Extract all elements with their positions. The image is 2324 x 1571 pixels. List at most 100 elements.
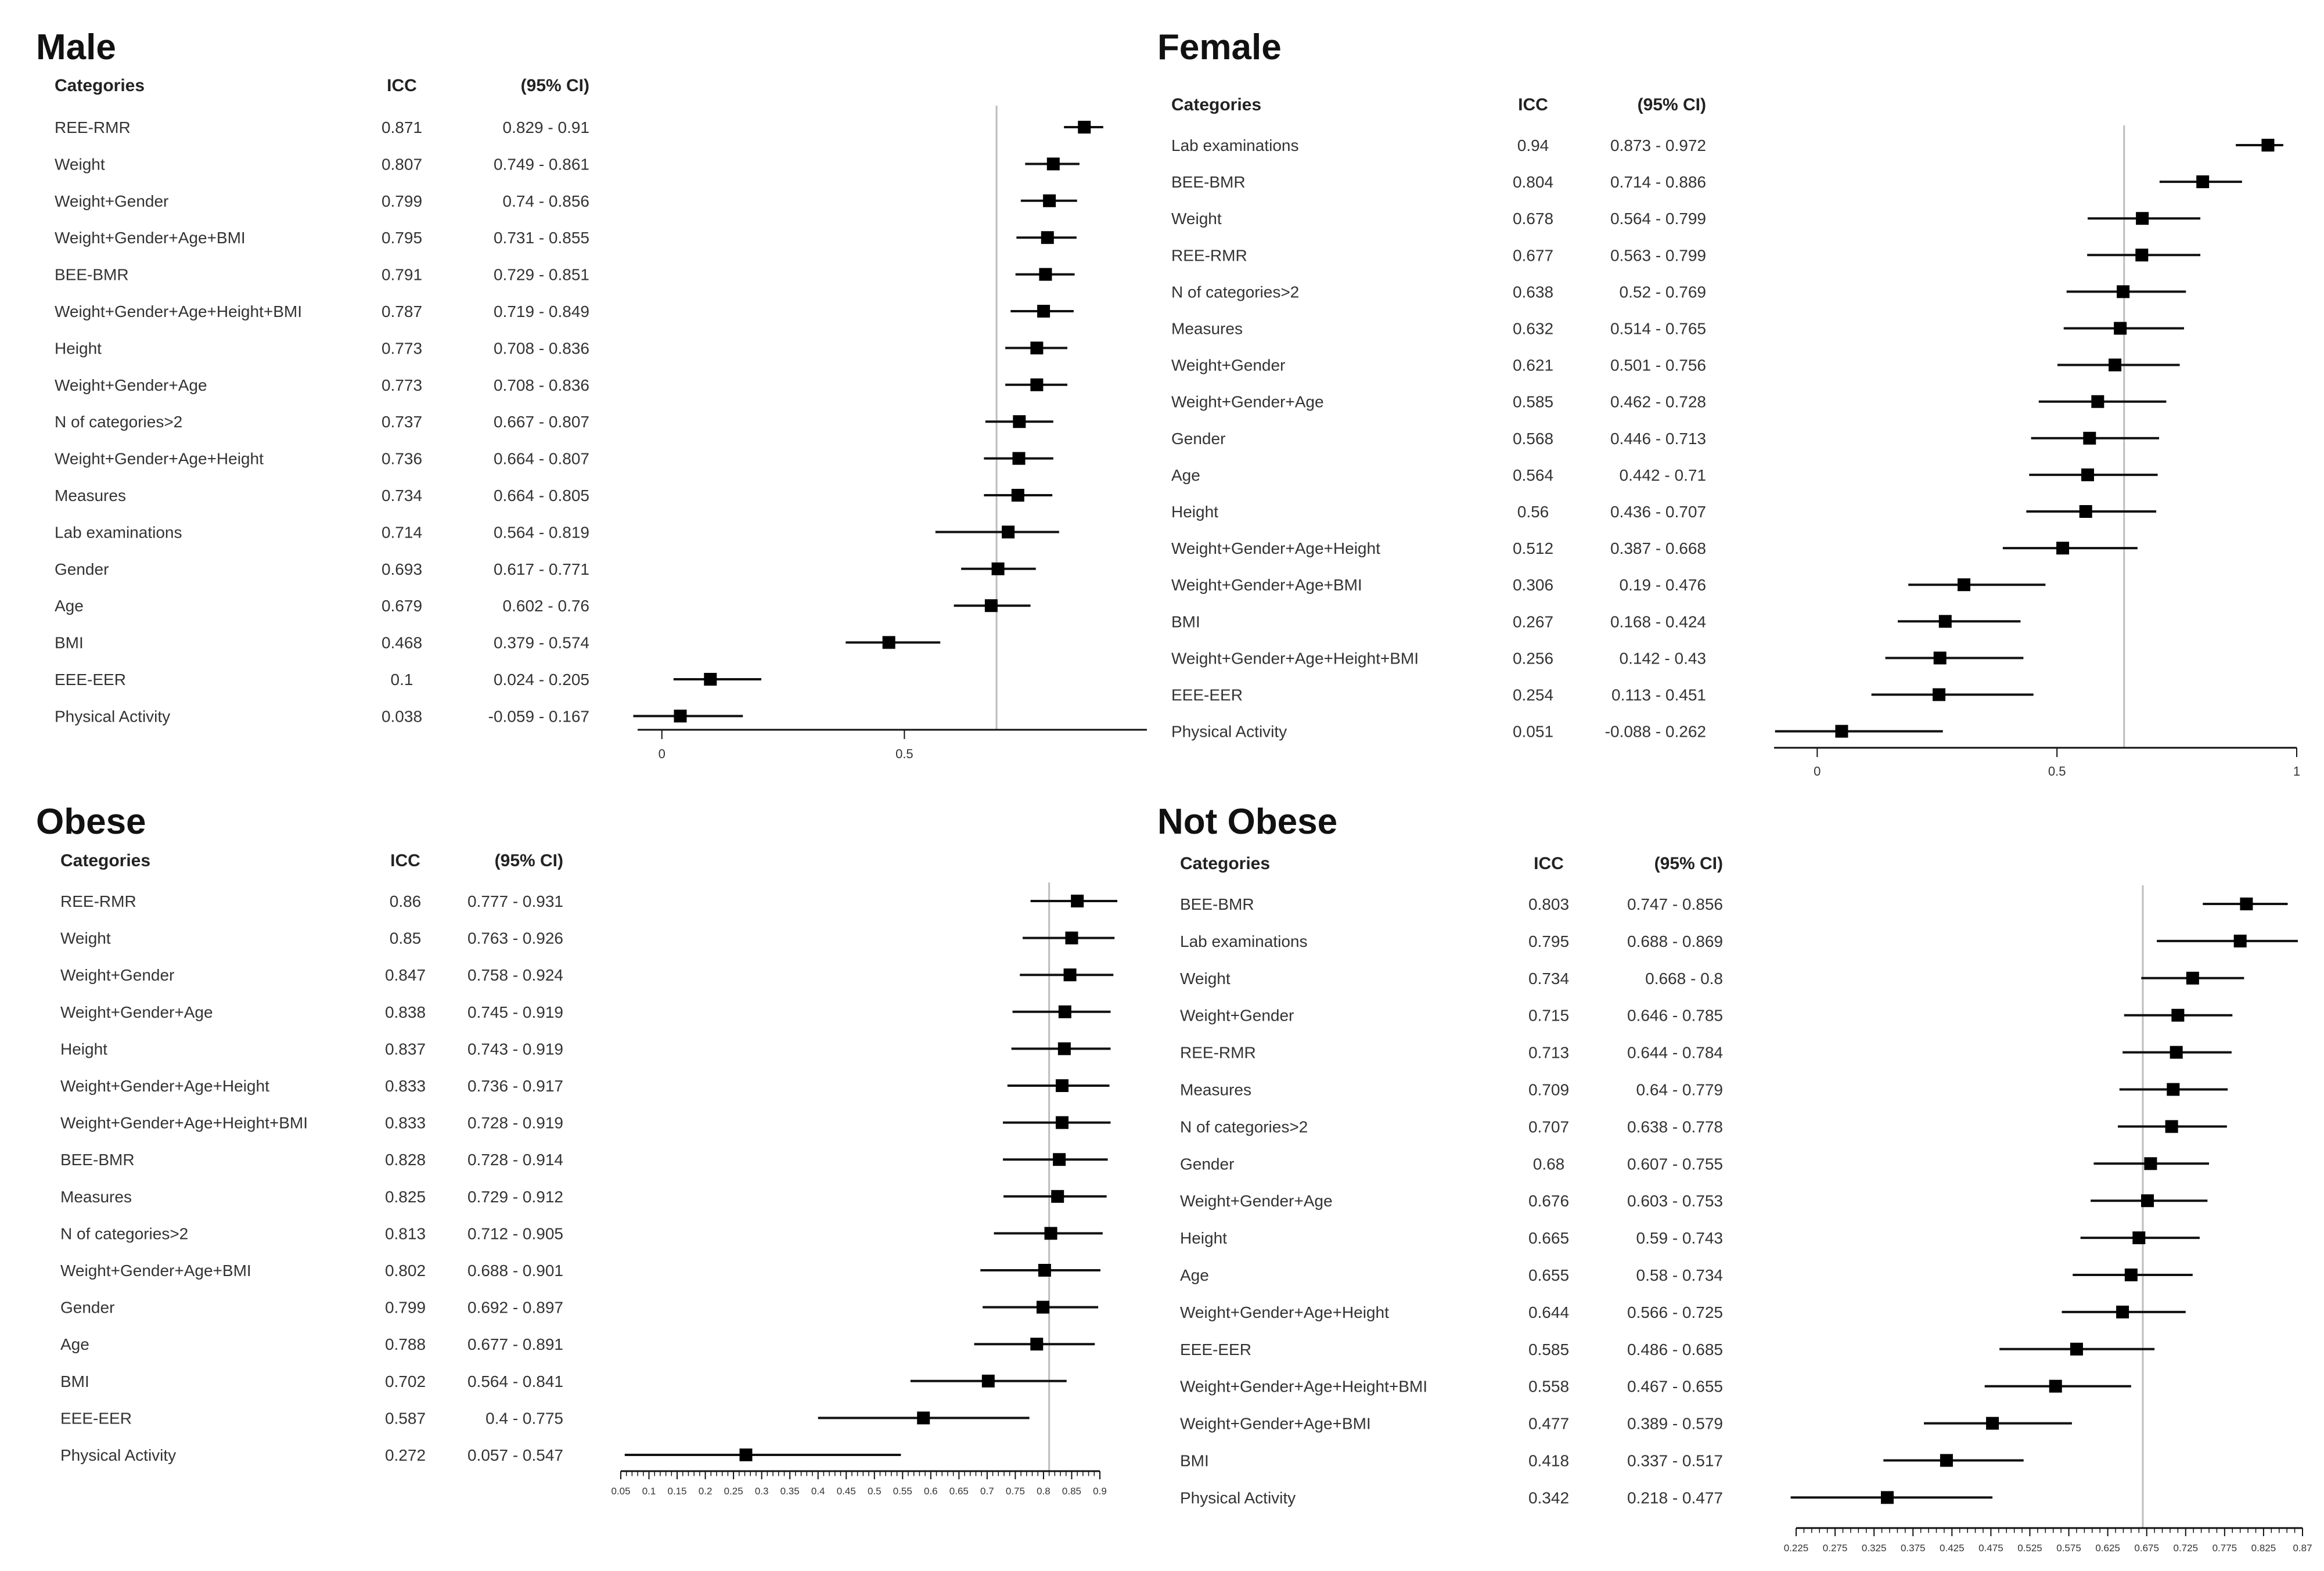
row-ci: 0.59 - 0.743 [1636,1229,1723,1247]
row-icc: 0.477 [1528,1415,1569,1433]
row-ci: 0.638 - 0.778 [1627,1118,1723,1136]
row-ci: 0.462 - 0.728 [1610,393,1706,411]
row-ci: 0.664 - 0.805 [494,487,589,505]
icc-point [1012,452,1026,465]
table-row: Physical Activity 0.038 -0.059 - 0.167 [55,707,743,725]
row-icc: 0.638 [1513,283,1553,301]
row-ci: 0.749 - 0.861 [494,155,589,173]
table-row: Weight+Gender+Age 0.838 0.745 - 0.919 [60,1003,1111,1021]
row-icc: 0.644 [1528,1303,1569,1321]
row-ci: 0.113 - 0.451 [1611,686,1706,704]
header-categories: Categories [1180,854,1270,873]
table-row: BMI 0.267 0.168 - 0.424 [1171,612,2021,630]
icc-point [2186,971,2199,985]
icc-point [739,1449,753,1461]
row-icc: 0.306 [1513,576,1553,594]
icc-point [2144,1157,2157,1170]
row-icc: 0.051 [1513,723,1553,741]
row-category: Physical Activity [1180,1489,1296,1507]
row-icc: 0.795 [382,229,422,247]
icc-point [704,673,717,686]
table-row: BEE-BMR 0.804 0.714 - 0.886 [1171,173,2242,191]
row-ci: 0.58 - 0.734 [1636,1266,1723,1284]
row-category: BEE-BMR [60,1151,135,1169]
icc-point [2141,1194,2154,1208]
x-tick-label: 0.775 [2213,1543,2237,1554]
icc-point [2109,358,2122,372]
table-row: EEE-EER 0.254 0.113 - 0.451 [1171,686,2034,704]
x-tick-label: 0.525 [2017,1543,2042,1554]
row-category: BMI [60,1372,89,1390]
x-tick-label: 0.5 [895,747,913,761]
x-tick-label: 0.4 [811,1486,825,1497]
row-category: Weight+Gender [1180,1007,1294,1025]
row-ci: 0.708 - 0.836 [494,339,589,357]
table-row: REE-RMR 0.871 0.829 - 0.91 [55,118,1103,136]
row-ci: 0.719 - 0.849 [494,302,589,320]
row-ci: 0.763 - 0.926 [467,929,563,947]
row-ci: 0.337 - 0.517 [1627,1452,1723,1470]
table-row: EEE-EER 0.1 0.024 - 0.205 [55,671,761,689]
icc-point [1938,615,1952,628]
row-icc: 0.568 [1513,430,1553,448]
row-ci: 0.436 - 0.707 [1610,503,1706,521]
table-row: Weight+Gender+Age 0.773 0.708 - 0.836 [55,376,1068,394]
icc-point [1057,1042,1071,1055]
row-category: Weight+Gender+Age+Height [1171,539,1380,557]
icc-point [1940,1454,1953,1467]
table-row: Height 0.773 0.708 - 0.836 [55,339,1068,357]
icc-point [2091,395,2104,408]
header-ci: (95% CI) [521,76,589,95]
x-tick-label: 0.75 [1006,1486,1025,1497]
table-row: EEE-EER 0.585 0.486 - 0.685 [1180,1341,2155,1359]
row-icc: 0.1 [391,671,413,689]
icc-point [2114,322,2127,335]
row-category: EEE-EER [60,1409,132,1427]
icc-point [2165,1120,2178,1133]
row-ci: 0.731 - 0.855 [494,229,589,247]
x-tick-label: 0.725 [2173,1543,2198,1554]
icc-point [2233,934,2247,947]
row-category: Gender [55,560,109,578]
table-row: Weight+Gender 0.799 0.74 - 0.856 [55,192,1077,210]
row-category: Age [60,1335,89,1353]
row-category: Weight+Gender+Age+Height [60,1077,269,1095]
x-tick-label: 0.55 [893,1486,912,1497]
row-category: Gender [60,1299,114,1317]
row-icc: 0.665 [1528,1229,1569,1247]
row-category: Weight+Gender+Age+Height+BMI [1180,1378,1427,1396]
x-tick-label: 0.6 [924,1486,938,1497]
icc-point [2056,542,2070,555]
x-tick-label: 0.1 [642,1486,656,1497]
row-icc: 0.838 [385,1003,426,1021]
table-row: N of categories>2 0.737 0.667 - 0.807 [55,413,1053,431]
row-category: EEE-EER [55,671,126,689]
row-category: Measures [60,1188,132,1206]
x-tick-label: 0.225 [1784,1543,1809,1554]
row-icc: 0.714 [382,523,422,541]
x-tick-label: 0.85 [1062,1486,1081,1497]
row-category: Height [55,339,102,357]
row-category: Physical Activity [1171,723,1287,741]
icc-point [2083,431,2096,445]
table-row: Gender 0.693 0.617 - 0.771 [55,560,1036,578]
icc-point [1036,1300,1049,1314]
table-row: Weight+Gender+Age+Height+BMI 0.833 0.728 -… [60,1114,1111,1132]
row-category: EEE-EER [1171,686,1243,704]
x-tick-label: 0.2 [699,1486,713,1497]
row-icc: 0.871 [382,118,422,136]
icc-point [1037,305,1051,318]
header-categories: Categories [60,851,150,870]
row-icc: 0.94 [1517,136,1549,154]
table-row: Weight+Gender 0.715 0.646 - 0.785 [1180,1007,2233,1025]
row-ci: 0.64 - 0.779 [1636,1081,1723,1099]
icc-point [882,636,895,649]
row-icc: 0.585 [1528,1341,1569,1359]
row-category: REE-RMR [1180,1044,1256,1062]
icc-point [1933,651,1947,665]
x-tick-label: 0 [659,747,665,761]
row-icc: 0.254 [1513,686,1553,704]
icc-point [1002,525,1015,539]
icc-point [2171,1008,2185,1022]
x-tick-label: 0.475 [1978,1543,2003,1554]
